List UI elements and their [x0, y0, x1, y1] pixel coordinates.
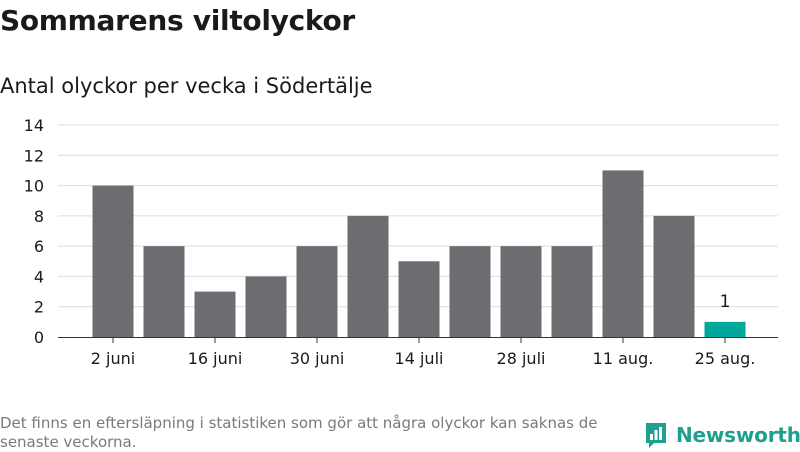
footnote: Det finns en eftersläpning i statistiken… — [0, 414, 598, 451]
y-tick-label: 2 — [34, 298, 44, 317]
x-tick-label: 2 juni — [91, 349, 135, 368]
bar — [245, 276, 287, 337]
x-tick-label: 28 juli — [497, 349, 546, 368]
x-tick-label: 11 aug. — [593, 349, 654, 368]
data-label: 1 — [720, 292, 731, 312]
x-tick-label: 25 aug. — [695, 349, 756, 368]
y-tick-label: 14 — [24, 116, 44, 135]
y-tick-label: 6 — [34, 237, 44, 256]
newsworthy-logo-icon — [646, 423, 666, 448]
brand-name: Newsworthy — [676, 423, 800, 447]
y-tick-label: 12 — [24, 146, 44, 165]
bar — [347, 215, 389, 337]
bar — [92, 185, 134, 337]
bar-chart: 0 2 4 6 8 10 12 14 2 juni 16 juni 30 juni 14 juli 28… — [24, 116, 778, 368]
x-tick-label: 30 juni — [290, 349, 345, 368]
bar — [500, 246, 542, 337]
x-tick-label: 16 juni — [188, 349, 243, 368]
chart-subtitle: Antal olyckor per vecka i Södertälje — [0, 74, 373, 98]
bar — [449, 246, 491, 337]
y-tick-label: 4 — [34, 267, 44, 286]
chart-title: Sommarens viltolyckor — [0, 4, 355, 37]
y-tick-label: 10 — [24, 177, 44, 196]
bar — [398, 261, 440, 337]
bar — [653, 215, 695, 337]
bar — [602, 170, 644, 337]
y-tick-label: 8 — [34, 207, 44, 226]
x-tick-label: 14 juli — [395, 349, 444, 368]
newsworthy-logo: Newsworthy — [644, 420, 800, 450]
bar — [704, 321, 746, 337]
bar — [551, 246, 593, 337]
bar — [143, 246, 185, 337]
bar — [194, 291, 236, 337]
y-tick-label: 0 — [34, 328, 44, 347]
bar — [296, 246, 338, 337]
